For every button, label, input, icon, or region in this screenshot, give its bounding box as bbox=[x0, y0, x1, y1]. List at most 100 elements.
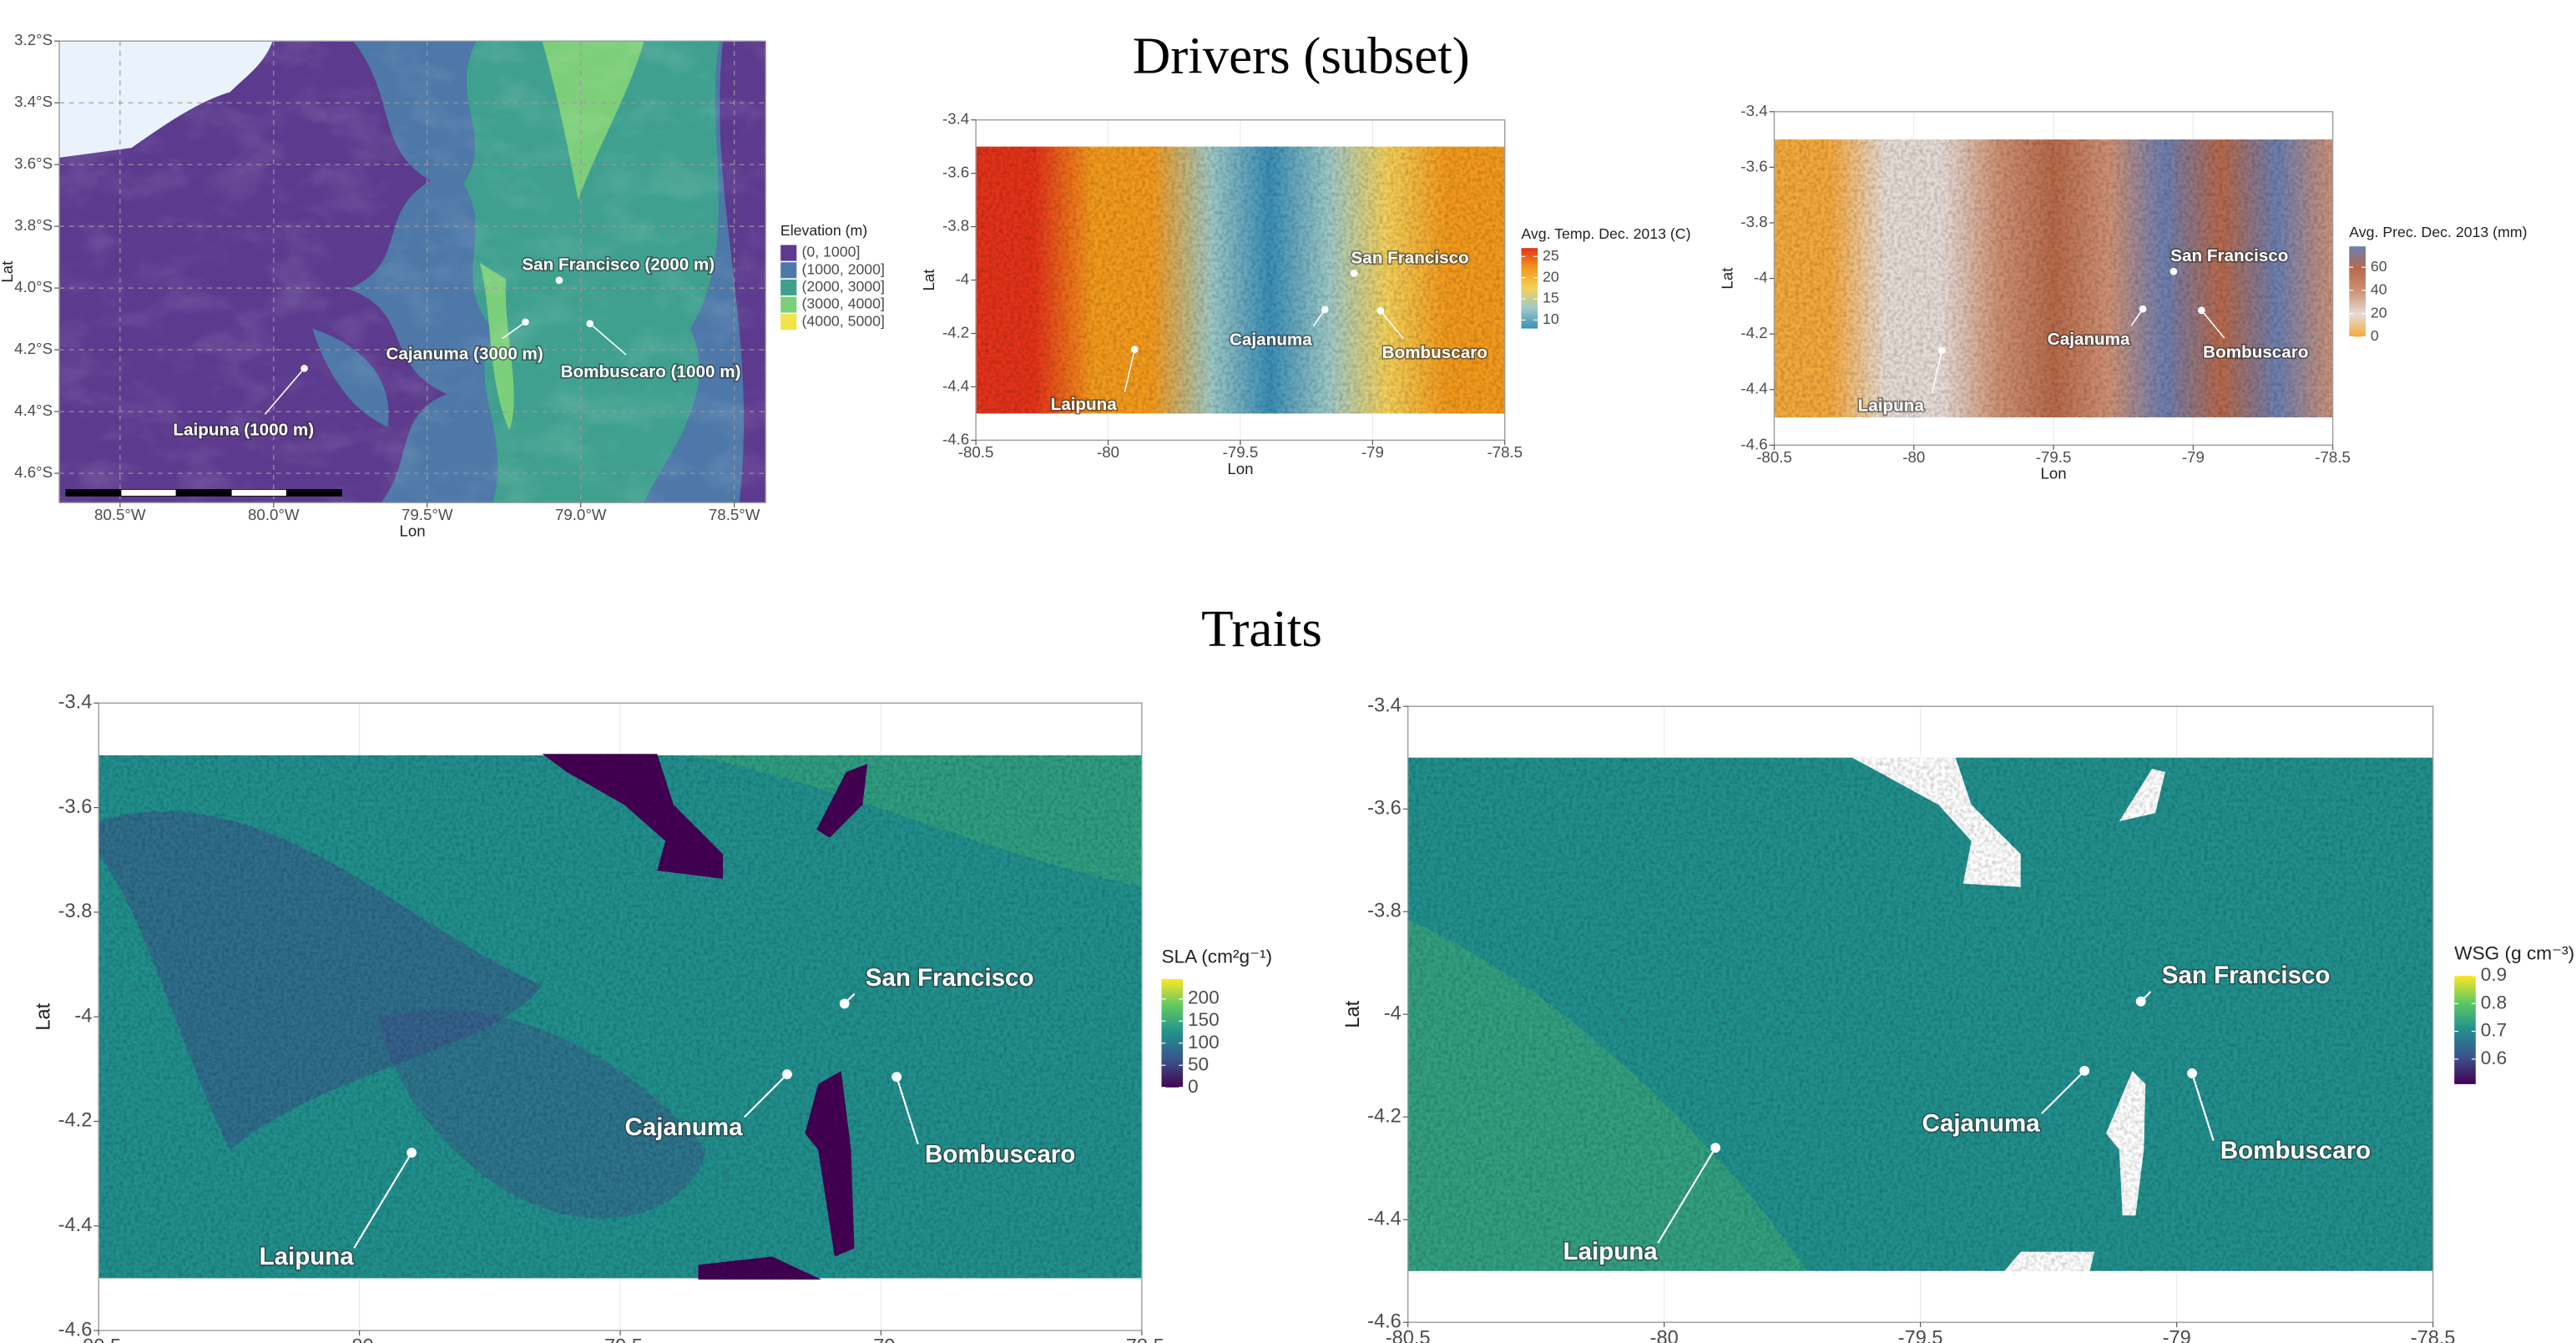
legend-tick-label: 150 bbox=[1188, 1009, 1220, 1030]
y-tick-label: -3.6 bbox=[58, 796, 93, 818]
y-tick-label: -3.6 bbox=[1740, 157, 1767, 174]
y-tick-label: -3.4 bbox=[942, 110, 969, 128]
map-panel: -80.5-80-79.5-79-78.5-3.4-3.6-3.8-4-4.2-… bbox=[33, 692, 1272, 1343]
legend-title: Avg. Prec. Dec. 2013 (mm) bbox=[2349, 224, 2527, 240]
site-label: San Francisco bbox=[2162, 962, 2331, 989]
y-tick-label: -4.2 bbox=[942, 323, 969, 341]
y-tick-label: -3.6 bbox=[1367, 797, 1402, 819]
y-tick-label: -4.6 bbox=[1740, 435, 1767, 452]
site-label: Laipuna (1000 m) bbox=[173, 421, 314, 440]
legend-label: (1000, 2000] bbox=[801, 260, 884, 277]
site-point bbox=[1710, 1143, 1720, 1153]
y-tick-label: 3.6°S bbox=[14, 154, 53, 172]
legend-title: WSG (g cm⁻³) bbox=[2454, 942, 2574, 963]
legend: WSG (g cm⁻³)0.90.80.70.6 bbox=[2454, 942, 2574, 1083]
legend: Avg. Prec. Dec. 2013 (mm)6040200 bbox=[2349, 224, 2527, 344]
x-tick-label: -78.5 bbox=[1119, 1335, 1164, 1343]
colorbar bbox=[2454, 976, 2476, 1084]
legend-swatch bbox=[780, 262, 797, 279]
y-axis-title: Lat bbox=[920, 269, 937, 291]
y-axis-title: Lat bbox=[33, 1002, 54, 1030]
site-point bbox=[840, 999, 850, 1009]
y-tick-label: -3.4 bbox=[1367, 694, 1402, 716]
map-panel: -80.5-80-79.5-79-78.5-3.4-3.6-3.8-4-4.2-… bbox=[1718, 102, 2527, 482]
y-tick-label: 4.4°S bbox=[14, 401, 53, 419]
site-point bbox=[556, 277, 563, 285]
legend-tick-label: 0.8 bbox=[2481, 992, 2507, 1012]
site-point bbox=[2079, 1066, 2089, 1076]
x-tick-label: 80.0°W bbox=[248, 506, 300, 523]
legend-swatch bbox=[780, 296, 797, 313]
y-tick-label: 3.4°S bbox=[14, 93, 53, 110]
legend-tick-label: 10 bbox=[1543, 311, 1559, 327]
raster-layer bbox=[976, 120, 1505, 441]
y-tick-label: 4.2°S bbox=[14, 340, 53, 357]
site-label: Cajanuma bbox=[624, 1113, 743, 1141]
x-tick-label: -79 bbox=[2163, 1328, 2191, 1343]
y-tick-label: -3.6 bbox=[942, 164, 969, 181]
legend-title: SLA (cm²g⁻¹) bbox=[1161, 946, 1272, 967]
y-tick-label: -4.4 bbox=[1740, 380, 1767, 397]
raster-grain bbox=[1408, 758, 2433, 1271]
site-point bbox=[1351, 270, 1358, 277]
y-tick-label: -4.2 bbox=[1740, 324, 1767, 341]
site-label: Bombuscaro bbox=[1382, 343, 1488, 362]
legend: Elevation (m)(0, 1000](1000, 2000](2000,… bbox=[780, 222, 885, 330]
site-label: Cajanuma bbox=[1230, 331, 1312, 350]
legend-tick-label: 200 bbox=[1188, 987, 1220, 1008]
legend-tick-label: 60 bbox=[2371, 258, 2387, 275]
colorbar bbox=[1161, 979, 1183, 1088]
site-label: Bombuscaro bbox=[2203, 342, 2308, 361]
site-point bbox=[586, 320, 593, 327]
site-label: San Francisco bbox=[1351, 248, 1468, 267]
y-tick-label: -4.2 bbox=[58, 1110, 93, 1132]
page: { "headings": {"drivers": "Drivers (subs… bbox=[0, 0, 2576, 1343]
raster-layer bbox=[98, 703, 1142, 1330]
legend-tick-label: 0.7 bbox=[2481, 1020, 2507, 1041]
legend-swatch bbox=[780, 245, 797, 261]
legend-tick-label: 50 bbox=[1188, 1053, 1209, 1074]
legend-tick-label: 0.9 bbox=[2481, 964, 2507, 985]
raster-grain bbox=[976, 147, 1505, 414]
scale-bar bbox=[231, 489, 286, 496]
y-tick-label: -4 bbox=[74, 1005, 92, 1027]
site-label: San Francisco bbox=[2170, 246, 2288, 265]
site-point bbox=[782, 1069, 792, 1079]
y-tick-label: -3.4 bbox=[1740, 102, 1767, 119]
map-panel: -80.5-80-79.5-79-78.5-3.4-3.6-3.8-4-4.2-… bbox=[1342, 694, 2574, 1343]
legend-title: Avg. Temp. Dec. 2013 (C) bbox=[1521, 225, 1690, 242]
drivers-heading: Drivers (subset) bbox=[1133, 26, 1470, 84]
legend-tick-label: 40 bbox=[2371, 281, 2387, 298]
y-axis-title: Lat bbox=[1718, 267, 1735, 290]
x-tick-label: 78.5°W bbox=[709, 506, 760, 523]
y-tick-label: -3.8 bbox=[1367, 900, 1402, 921]
site-label: San Francisco (2000 m) bbox=[522, 255, 715, 275]
site-label: Bombuscaro bbox=[2220, 1137, 2371, 1164]
legend-tick-label: 20 bbox=[2371, 304, 2387, 321]
y-tick-label: -4.6 bbox=[942, 430, 969, 447]
raster-layer bbox=[1408, 706, 2433, 1322]
legend-tick-label: 15 bbox=[1543, 290, 1559, 306]
raster-grain bbox=[1775, 139, 2333, 417]
y-axis-title: Lat bbox=[1342, 1000, 1364, 1027]
site-point bbox=[2170, 268, 2178, 275]
y-tick-label: -3.8 bbox=[1740, 213, 1767, 230]
x-tick-label: -78.5 bbox=[2411, 1328, 2456, 1343]
site-label: Cajanuma bbox=[2048, 330, 2130, 349]
site-point bbox=[1131, 346, 1139, 353]
site-point bbox=[522, 318, 529, 326]
map-panel: -80.5-80-79.5-79-78.5-3.4-3.6-3.8-4-4.2-… bbox=[920, 110, 1691, 477]
scale-bar bbox=[176, 489, 231, 496]
x-tick-label: -79.5 bbox=[2036, 448, 2072, 466]
colorbar bbox=[1521, 248, 1538, 328]
x-tick-label: 79.5°W bbox=[402, 506, 453, 523]
y-tick-label: -3.8 bbox=[58, 901, 93, 922]
site-point bbox=[1321, 305, 1329, 313]
y-tick-label: -4.4 bbox=[942, 376, 969, 394]
x-tick-label: -79.5 bbox=[1898, 1328, 1943, 1343]
y-tick-label: -3.8 bbox=[942, 217, 969, 235]
site-label: Laipuna bbox=[1563, 1238, 1659, 1265]
site-point bbox=[1377, 307, 1385, 315]
x-tick-label: -80 bbox=[1902, 448, 1925, 466]
y-tick-label: 4.0°S bbox=[14, 278, 53, 295]
